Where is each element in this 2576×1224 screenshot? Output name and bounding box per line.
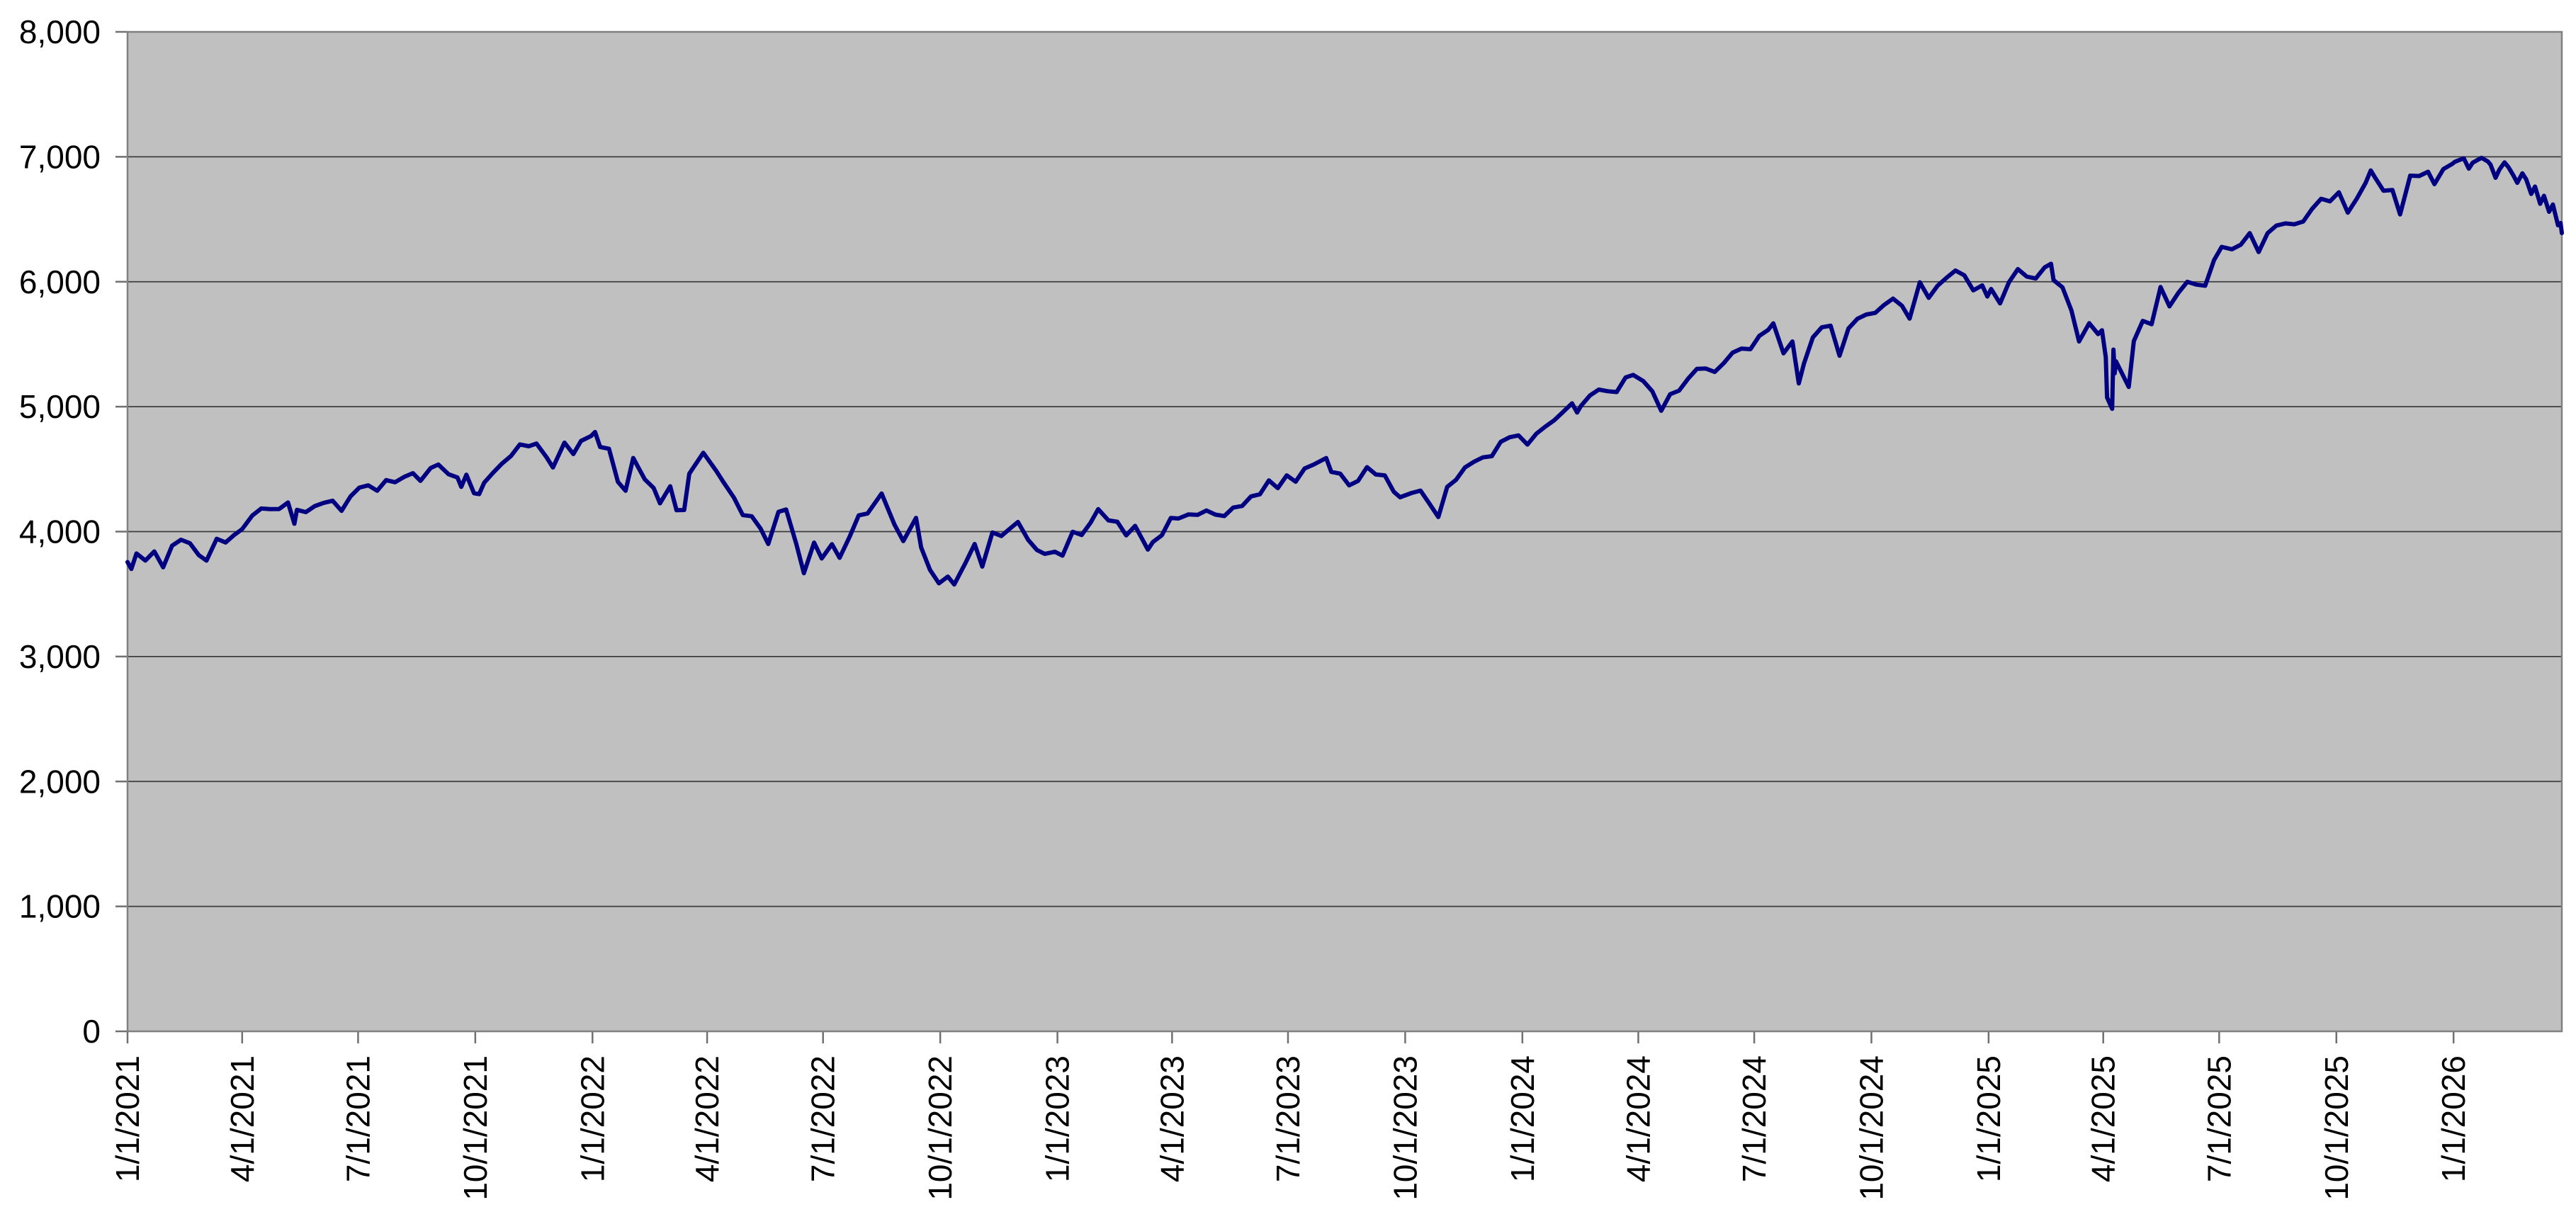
x-axis-tick-label: 1/1/2023 (1039, 1055, 1076, 1182)
y-axis-tick-label: 5,000 (19, 388, 101, 425)
y-axis-tick-label: 6,000 (19, 264, 101, 300)
y-axis-tick-label: 0 (82, 1013, 101, 1050)
y-axis-tick-label: 1,000 (19, 888, 101, 925)
x-axis-tick-label: 4/1/2022 (689, 1055, 725, 1182)
x-axis-tick-label: 10/1/2022 (922, 1055, 959, 1201)
y-axis-tick-label: 7,000 (19, 138, 101, 175)
y-axis-tick-label: 8,000 (19, 13, 101, 50)
x-axis-tick-label: 10/1/2023 (1386, 1055, 1423, 1201)
x-axis-labels: 1/1/2021 4/1/2021 7/1/2021 10/1/2021 1/1/202… (109, 1055, 2472, 1201)
gridlines (128, 156, 2562, 907)
x-axis-tick-label: 10/1/2025 (2318, 1055, 2355, 1201)
x-axis-tick-label: 4/1/2021 (224, 1055, 261, 1182)
y-axis-tick-label: 2,000 (19, 763, 101, 800)
x-axis-tick-label: 7/1/2021 (339, 1055, 376, 1182)
x-axis-tick-label: 4/1/2023 (1153, 1055, 1190, 1182)
x-axis-tick-label: 7/1/2022 (805, 1055, 842, 1182)
series-line (125, 155, 2564, 587)
y-axis-labels: 0 1,000 2,000 3,000 4,000 5,000 6,000 7,000 8,00… (19, 13, 101, 1050)
y-axis-ticks (115, 30, 128, 1033)
y-axis-tick-label: 3,000 (19, 638, 101, 675)
x-axis-tick-label: 7/1/2023 (1270, 1055, 1306, 1182)
x-axis-tick-label: 4/1/2025 (2085, 1055, 2122, 1182)
x-axis-tick-label: 1/1/2025 (1970, 1055, 2007, 1182)
x-axis-tick-label: 10/1/2021 (457, 1055, 494, 1201)
x-axis-tick-label: 10/1/2024 (1853, 1055, 1889, 1201)
x-axis-tick-label: 7/1/2025 (2201, 1055, 2237, 1182)
x-axis-ticks (126, 1031, 2455, 1043)
x-axis-tick-label: 1/1/2024 (1504, 1055, 1541, 1182)
plot-border (126, 30, 2563, 1033)
y-axis-tick-label: 4,000 (19, 514, 101, 550)
x-axis-tick-label: 7/1/2024 (1736, 1055, 1773, 1182)
x-axis-tick-label: 1/1/2022 (574, 1055, 611, 1182)
x-axis-tick-label: 4/1/2024 (1620, 1055, 1656, 1182)
x-axis-tick-label: 1/1/2026 (2435, 1055, 2472, 1182)
x-axis-tick-label: 1/1/2021 (109, 1055, 146, 1182)
